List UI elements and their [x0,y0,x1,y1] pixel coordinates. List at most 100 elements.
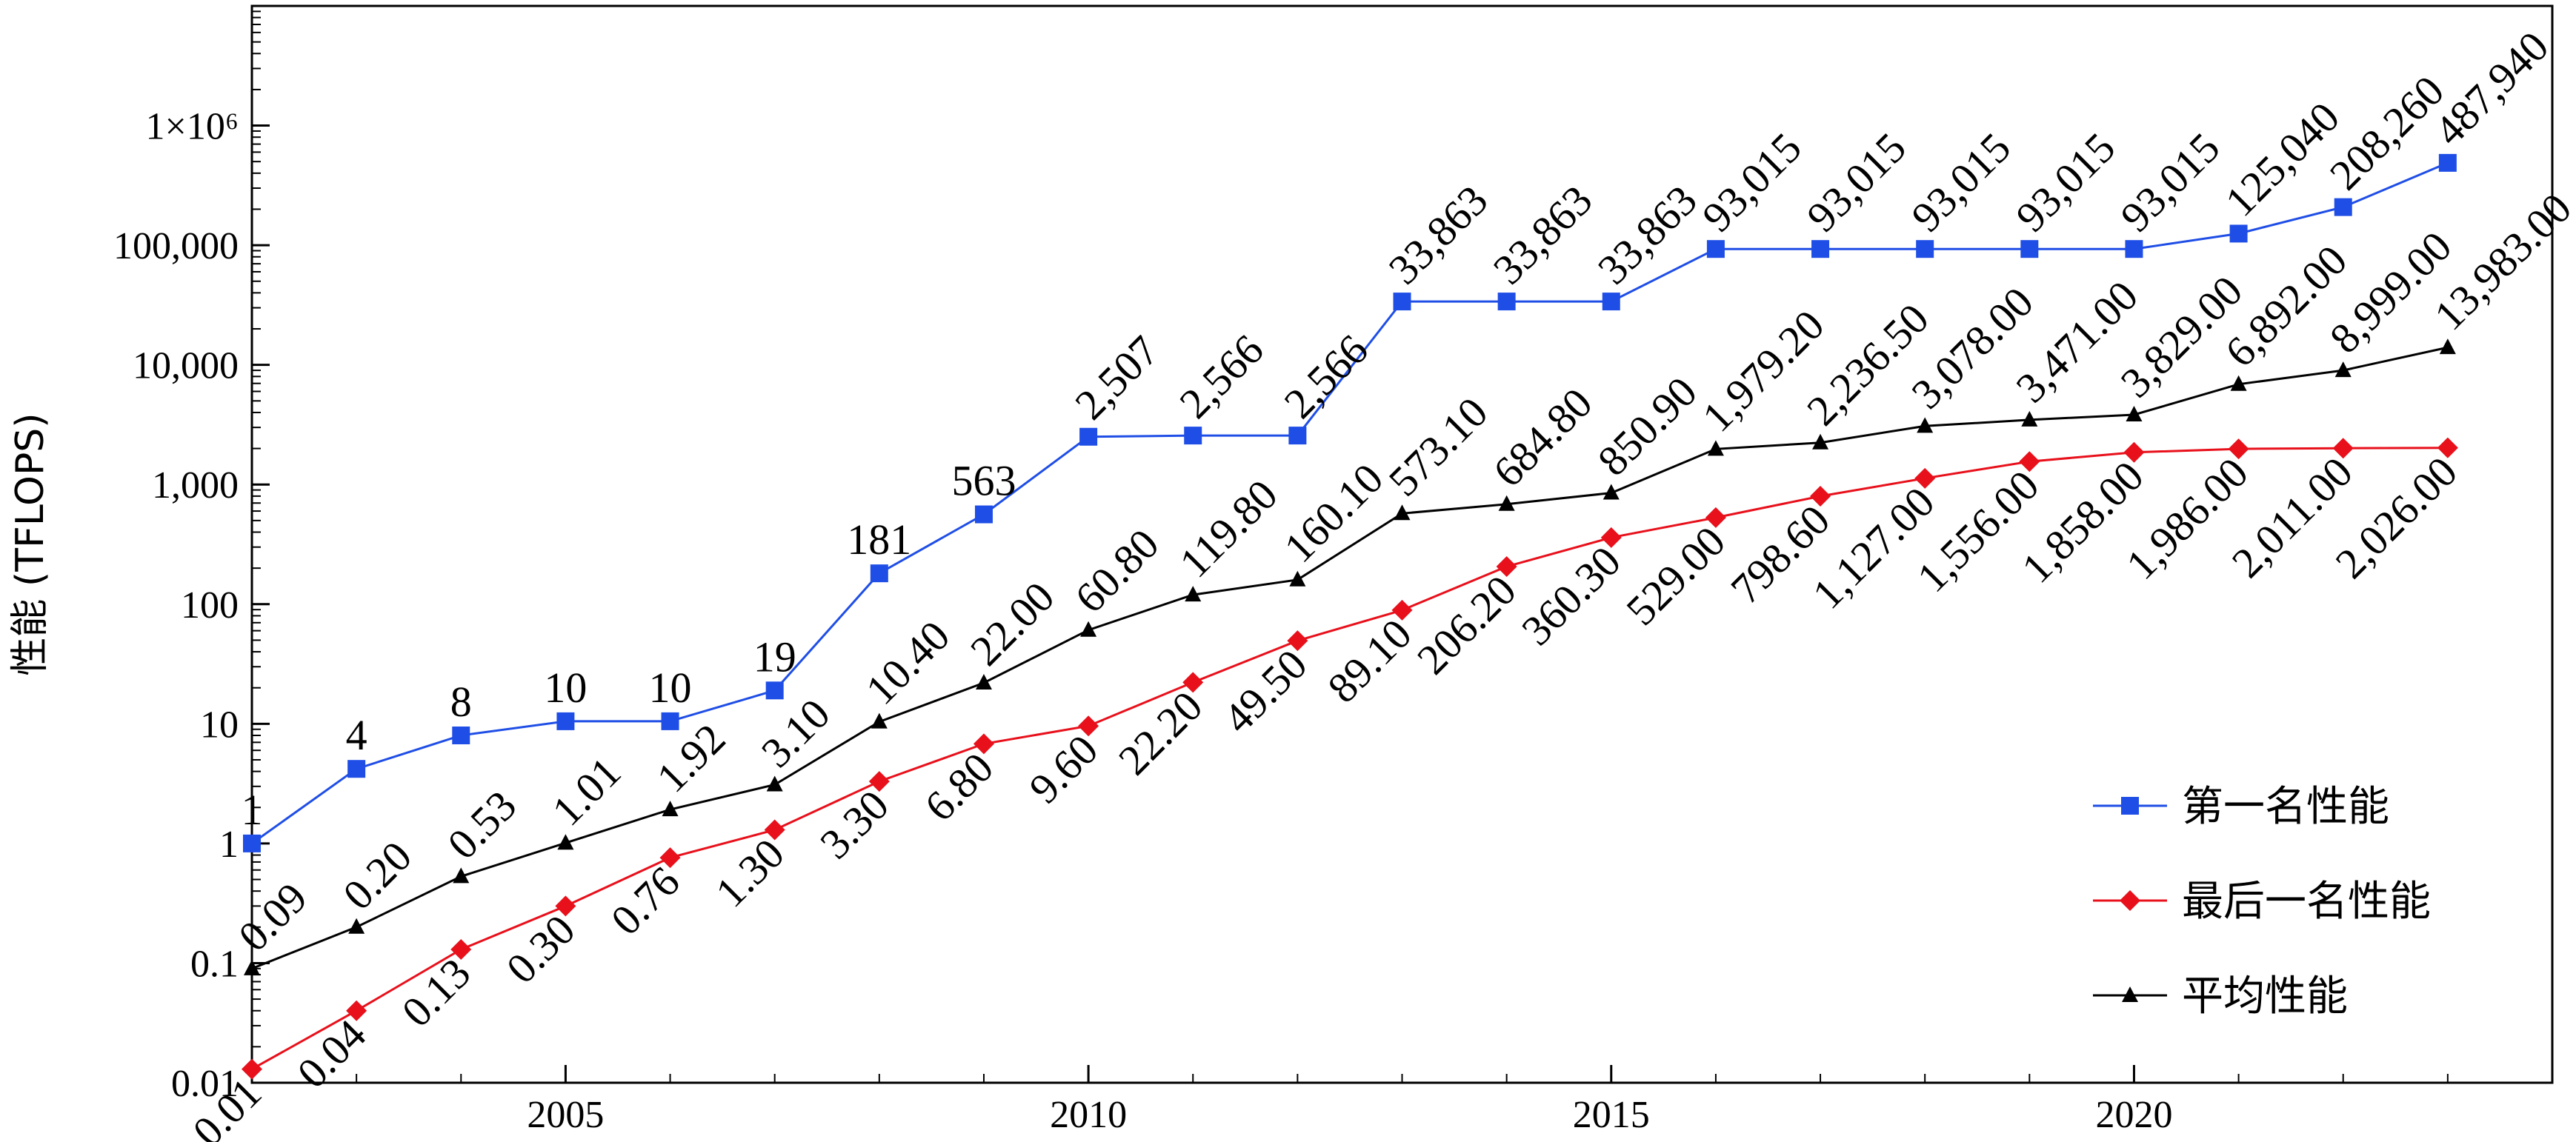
data-point-square [347,760,366,778]
data-label: 119.80 [1170,470,1286,587]
data-label: 93,015 [1693,124,1811,241]
legend-entry: 平均性能 [2182,972,2348,1021]
data-point-diamond [2437,437,2458,458]
data-point-triangle [2439,338,2456,355]
data-point-square [1916,240,1934,258]
x-tick-label: 2020 [2095,1094,2172,1136]
legend-marker-triangle [2122,986,2138,1002]
data-point-diamond [1078,715,1099,737]
data-point-diamond [764,819,785,841]
data-label: 49.50 [1214,640,1316,742]
data-point-triangle [871,712,888,729]
series-line-triangle [251,346,2449,970]
data-point-triangle [1602,484,1620,500]
data-label: 22.20 [1109,682,1211,784]
data-point-triangle [1394,504,1411,521]
data-label: 0.76 [602,857,689,944]
data-point-triangle [766,775,783,792]
y-tick-label: 100 [181,584,239,627]
y-tick-label: 10,000 [133,345,239,387]
data-point-triangle [1917,417,1934,433]
data-point-square [1079,427,1098,446]
data-point-square [243,834,261,852]
data-point-diamond [1810,486,1831,507]
y-tick-label: 10 [200,704,239,746]
y-tick-label: 100,000 [113,225,239,267]
data-label: 93,015 [1797,124,1915,241]
data-label: 684.80 [1484,378,1602,496]
y-tick-label: 1,000 [152,464,239,507]
data-point-square [1602,293,1620,311]
data-point-triangle [557,834,574,850]
data-point-square [1706,240,1725,258]
data-label: 60.80 [1065,520,1168,622]
series-line-diamond [251,447,2448,1070]
data-point-square [1497,293,1516,311]
data-point-triangle [1289,570,1306,587]
x-tick-label: 2015 [1573,1094,1650,1136]
x-tick-label: 2005 [527,1094,604,1136]
y-tick-label: 1×10⁶ [146,106,239,148]
data-label: 9.60 [1020,725,1108,812]
series-line-square [251,161,2449,845]
data-label: 1.92 [648,715,735,802]
data-label: 1 [242,786,263,834]
data-point-diamond [973,733,994,755]
data-point-triangle [1080,621,1097,637]
data-point-triangle [1185,586,1202,602]
data-point-triangle [2126,406,2143,422]
data-label: 3.10 [752,689,839,777]
data-point-diamond [2123,441,2145,463]
data-label: 1.01 [543,748,630,835]
data-point-triangle [244,959,260,975]
y-tick-label: 0.01 [171,1063,239,1105]
data-point-square [870,564,888,583]
data-label: 563 [952,457,1016,505]
data-label: 1,986.00 [2117,448,2257,589]
data-point-diamond [868,771,890,792]
data-point-diamond [1496,556,1517,578]
data-point-triangle [2021,410,2038,427]
legend-marker-diamond [2120,890,2140,911]
data-label: 1,858.00 [2012,452,2153,592]
y-tick-label: 1 [219,824,239,866]
data-label: 8 [450,678,472,726]
data-point-square [1393,293,1411,311]
data-point-diamond [346,1000,367,1021]
data-label: 1,979.20 [1693,301,1834,441]
data-point-diamond [2332,438,2354,459]
legend-entry: 最后一名性能 [2182,878,2431,926]
data-point-triangle [975,674,992,690]
data-point-square [1184,427,1202,445]
data-label: 2,566 [1170,325,1272,427]
data-label: 3,078.00 [1902,278,2043,418]
data-point-square [2438,153,2457,172]
data-point-square [661,712,679,730]
data-label: 181 [847,515,911,564]
data-point-diamond [2019,451,2040,473]
data-point-diamond [242,1058,262,1080]
data-point-diamond [1182,672,1204,693]
data-label: 850.90 [1588,367,1706,485]
data-label: 0.30 [497,906,585,993]
data-label: 89.10 [1318,610,1420,712]
data-point-triangle [453,867,470,884]
series-lines [242,153,2458,1080]
data-label: 0.53 [439,781,526,869]
data-label: 0.20 [333,832,421,919]
data-label: 2,507 [1065,327,1168,429]
data-label: 3,471.00 [2007,272,2148,413]
data-label: 93,015 [2007,124,2125,241]
data-point-square [2229,224,2248,243]
legend-entry: 第一名性能 [2182,783,2389,831]
data-point-square [2020,240,2039,258]
data-label: 160.10 [1275,454,1393,572]
data-label: 10 [649,664,692,712]
data-label: 2,236.50 [1797,294,1938,435]
data-point-square [765,681,784,700]
data-point-triangle [1812,433,1829,450]
data-label: 3.30 [811,781,898,868]
data-point-diamond [2228,438,2249,460]
data-label: 360.30 [1512,537,1630,655]
